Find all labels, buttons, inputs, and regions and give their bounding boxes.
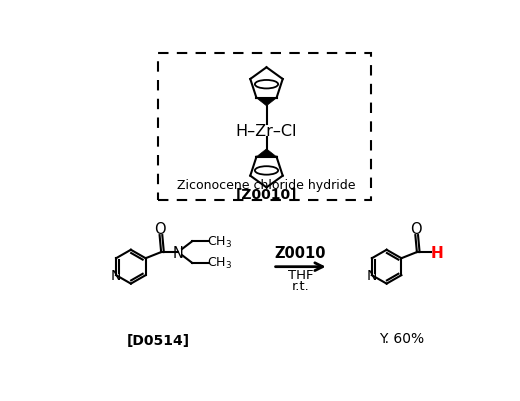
Polygon shape — [256, 99, 277, 107]
Text: O: O — [410, 222, 422, 237]
Text: Y. 60%: Y. 60% — [380, 332, 425, 345]
Text: Ziconocene chloride hydride: Ziconocene chloride hydride — [177, 178, 356, 191]
Text: [D0514]: [D0514] — [126, 333, 190, 347]
Text: H: H — [431, 245, 444, 260]
Text: N: N — [111, 269, 121, 282]
Text: r.t.: r.t. — [292, 279, 309, 292]
Text: THF: THF — [288, 268, 314, 281]
Text: [Z0010]: [Z0010] — [236, 187, 297, 201]
Text: H–Zr–Cl: H–Zr–Cl — [236, 124, 297, 139]
Text: N: N — [367, 269, 377, 282]
Text: Z0010: Z0010 — [275, 246, 327, 261]
Text: CH$_3$: CH$_3$ — [207, 234, 232, 249]
Polygon shape — [256, 150, 277, 157]
Text: CH$_3$: CH$_3$ — [207, 256, 232, 271]
Bar — [158, 54, 371, 200]
Text: O: O — [154, 222, 166, 237]
Text: N: N — [173, 245, 184, 260]
